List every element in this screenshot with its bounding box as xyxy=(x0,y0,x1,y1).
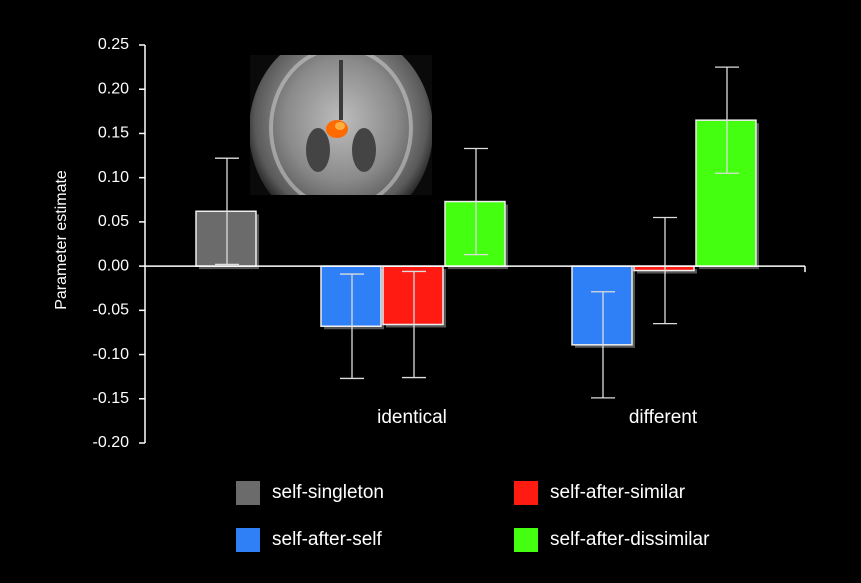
legend-label: self-singleton xyxy=(272,482,384,503)
y-tick-label: 0.20 xyxy=(98,80,129,97)
bar xyxy=(572,266,632,345)
legend-label: self-after-self xyxy=(272,529,383,550)
y-tick-label: 0.00 xyxy=(98,257,129,274)
x-category-label: different xyxy=(629,407,698,428)
y-axis-label: Parameter estimate xyxy=(53,170,70,310)
page: {"chart_data": {"type": "bar", "ylabel":… xyxy=(0,0,861,583)
x-category-label: identical xyxy=(377,407,447,428)
brain-image xyxy=(249,30,433,230)
y-tick-label: -0.15 xyxy=(93,390,130,407)
bar xyxy=(196,211,256,266)
legend-label: self-after-similar xyxy=(550,482,686,503)
legend-swatch xyxy=(514,481,538,505)
legend-swatch xyxy=(236,528,260,552)
legend-swatch xyxy=(236,481,260,505)
bar xyxy=(696,120,756,266)
y-tick-label: 0.15 xyxy=(98,125,129,142)
y-tick-label: -0.10 xyxy=(93,346,130,363)
y-tick-label: -0.05 xyxy=(93,302,130,319)
y-tick-label: -0.20 xyxy=(93,434,130,451)
bar xyxy=(321,266,381,326)
legend-label: self-after-dissimilar xyxy=(550,529,710,550)
chart: Parameter estimate 0.25 0.20 0.15 0.10 0.05 0… xyxy=(0,0,861,583)
y-tick-label: 0.10 xyxy=(98,169,129,186)
bar xyxy=(383,266,443,324)
bar xyxy=(445,202,505,267)
y-tick-label: 0.05 xyxy=(98,213,129,230)
y-tick-label: 0.25 xyxy=(98,36,129,53)
legend-swatch xyxy=(514,528,538,552)
